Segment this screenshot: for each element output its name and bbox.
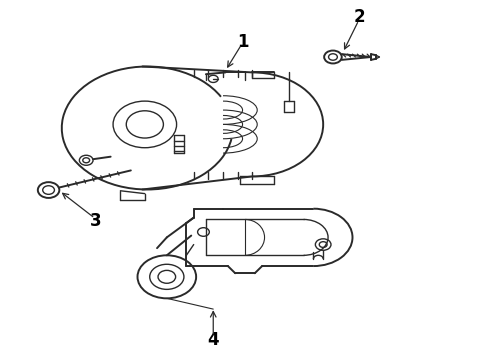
Text: 3: 3 bbox=[90, 212, 102, 230]
Text: 2: 2 bbox=[354, 8, 366, 26]
Text: 1: 1 bbox=[237, 33, 248, 51]
Text: 4: 4 bbox=[207, 330, 219, 348]
